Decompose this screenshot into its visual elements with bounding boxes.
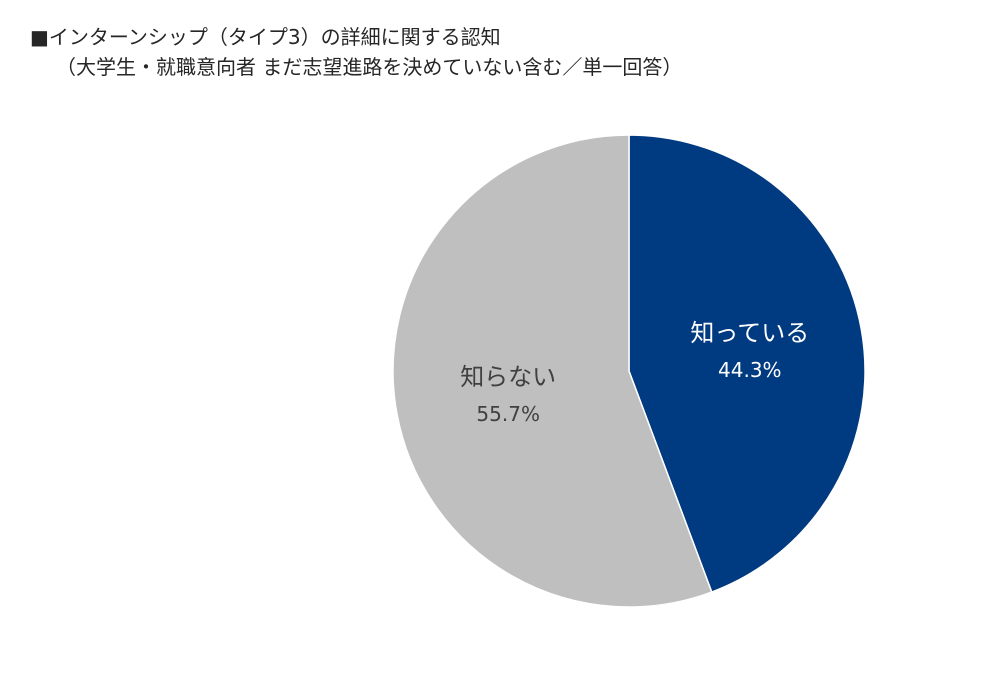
- pie-slice-0: [628, 134, 866, 593]
- chart-subtitle: （大学生・就職意向者 まだ志望進路を決めていない含む／単一回答）: [56, 55, 683, 79]
- chart-title-main: ■インターンシップ（タイプ3）の詳細に関する認知: [30, 25, 501, 49]
- slice-label-0: 知っている: [690, 319, 809, 347]
- pie-slice-1: [392, 134, 713, 608]
- slice-value-1: 55.7%: [476, 402, 540, 426]
- pie-labels: 知っている 44.3% 知らない 55.7%: [460, 319, 809, 426]
- chart-title: ■インターンシップ（タイプ3）の詳細に関する認知 （大学生・就職意向者 まだ志望…: [30, 22, 682, 82]
- pie-slices: [392, 134, 866, 608]
- slice-value-0: 44.3%: [718, 358, 782, 382]
- slice-label-1: 知らない: [460, 363, 556, 391]
